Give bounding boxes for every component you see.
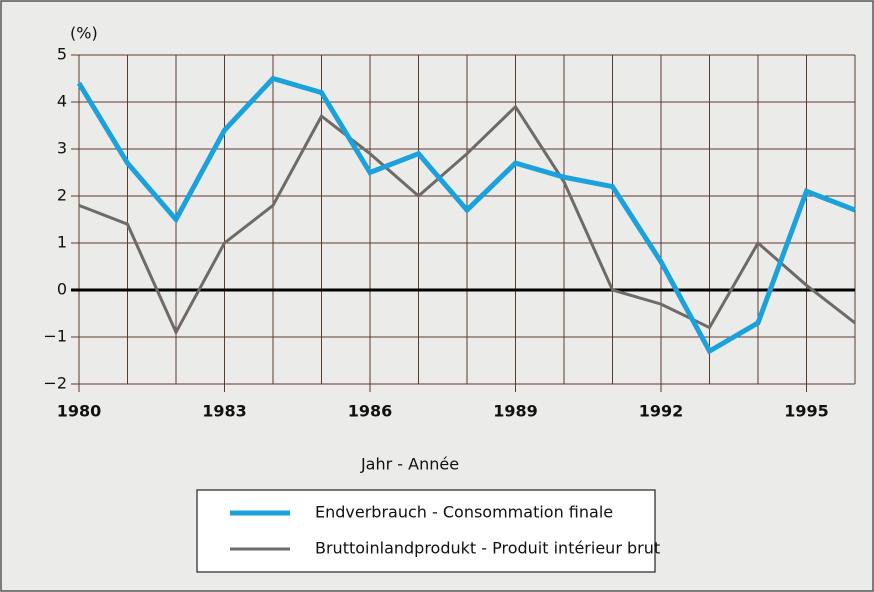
series-line xyxy=(76,75,856,355)
legend-label: Bruttoinlandprodukt - Produit intérieur … xyxy=(315,539,660,558)
y-tick-label: −1 xyxy=(43,327,67,346)
y-tick-label: −2 xyxy=(43,374,67,393)
y-tick-label: 2 xyxy=(57,186,67,205)
x-axis-label: Jahr - Année xyxy=(360,455,459,474)
y-tick-label: 3 xyxy=(57,139,67,158)
y-unit-label: (%) xyxy=(70,24,98,43)
x-tick-label: 1983 xyxy=(202,402,247,421)
series-line xyxy=(78,104,856,336)
x-tick-label: 1980 xyxy=(57,402,102,421)
x-tick-label: 1995 xyxy=(784,402,829,421)
y-tick-label: 1 xyxy=(57,233,67,252)
y-tick-label: 5 xyxy=(57,45,67,64)
x-tick-label: 1989 xyxy=(493,402,538,421)
y-tick-label: 4 xyxy=(57,92,67,111)
legend-box xyxy=(196,489,656,573)
x-tick-label: 1992 xyxy=(639,402,684,421)
y-tick-label: 0 xyxy=(57,280,67,299)
legend-label: Endverbrauch - Consommation finale xyxy=(315,503,613,522)
x-tick-label: 1986 xyxy=(348,402,393,421)
